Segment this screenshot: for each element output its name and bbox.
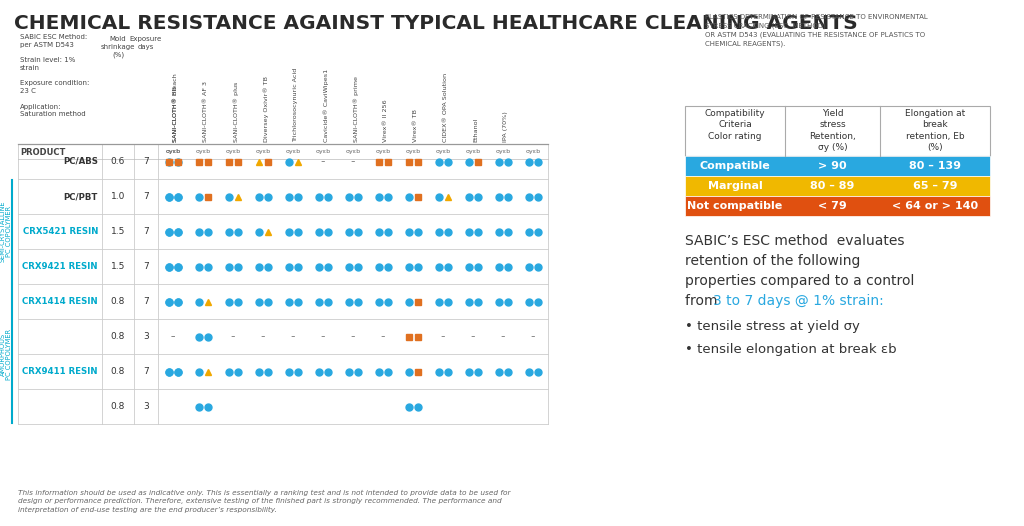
FancyBboxPatch shape [685, 106, 990, 156]
Text: CRX1414 RESIN: CRX1414 RESIN [23, 297, 98, 306]
Text: -: - [321, 330, 326, 343]
Text: σyεb: σyεb [286, 149, 301, 154]
Text: σyεb: σyεb [315, 149, 331, 154]
Text: 0.8: 0.8 [111, 402, 125, 411]
Text: CHEMICAL RESISTANCE AGAINST TYPICAL HEALTHCARE CLEANING AGENTS: CHEMICAL RESISTANCE AGAINST TYPICAL HEAL… [14, 14, 858, 33]
Text: PRODUCT: PRODUCT [20, 148, 66, 157]
Text: -: - [501, 330, 505, 343]
Text: SABIC’s ESC method  evaluates
retention of the following
properties compared to : SABIC’s ESC method evaluates retention o… [685, 234, 914, 308]
Text: 1.0: 1.0 [111, 192, 125, 201]
Text: σyεb: σyεb [525, 149, 541, 154]
Text: < 64 or > 140: < 64 or > 140 [892, 201, 978, 211]
Text: Yield
stress
Retention,
σy (%): Yield stress Retention, σy (%) [809, 109, 856, 153]
Text: σyεb: σyεb [376, 149, 390, 154]
Text: < 79: < 79 [818, 201, 847, 211]
Text: 80 – 89: 80 – 89 [810, 181, 855, 191]
Text: SANI-CLOTH® Bleach: SANI-CLOTH® Bleach [173, 73, 178, 142]
Text: 3: 3 [143, 402, 148, 411]
Text: Not compatible: Not compatible [687, 201, 782, 211]
Text: Cavicide® CaviWipes1: Cavicide® CaviWipes1 [323, 69, 329, 142]
Text: -: - [321, 155, 326, 168]
Text: -: - [381, 330, 385, 343]
Text: Mold
shrinkage
(%): Mold shrinkage (%) [100, 36, 135, 57]
Text: 7: 7 [143, 227, 148, 236]
Text: Compatibility
Criteria
Color rating: Compatibility Criteria Color rating [705, 109, 765, 141]
Text: 7: 7 [143, 367, 148, 376]
Text: 0.8: 0.8 [111, 367, 125, 376]
Text: Trichlorosocynuric Acid: Trichlorosocynuric Acid [293, 68, 298, 142]
FancyBboxPatch shape [685, 156, 990, 176]
Text: 3 to 7 days @ 1% strain:: 3 to 7 days @ 1% strain: [713, 294, 884, 308]
Text: σyεb: σyεb [345, 149, 360, 154]
Text: SABIC ESC Method:
per ASTM D543

Strain level: 1%
strain

Exposure condition:
23: SABIC ESC Method: per ASTM D543 Strain l… [20, 34, 89, 117]
Text: 7: 7 [143, 192, 148, 201]
Text: σyεb: σyεb [225, 149, 241, 154]
Text: σyεb: σyεb [166, 149, 180, 154]
Text: -: - [471, 330, 475, 343]
Text: 7: 7 [143, 157, 148, 166]
Text: σyεb: σyεb [166, 149, 180, 154]
Text: Marginal: Marginal [708, 181, 763, 191]
Text: 0.8: 0.8 [111, 297, 125, 306]
FancyBboxPatch shape [685, 176, 990, 196]
Text: σyεb: σyεb [435, 149, 451, 154]
Text: IPA (70%): IPA (70%) [503, 112, 508, 142]
Text: 0.8: 0.8 [111, 332, 125, 341]
Text: • tensile stress at yield σy
• tensile elongation at break εb: • tensile stress at yield σy • tensile e… [685, 320, 897, 357]
Text: σyεb: σyεb [196, 149, 211, 154]
Text: 80 – 139: 80 – 139 [909, 161, 961, 171]
Text: Virex® II 256: Virex® II 256 [383, 99, 388, 142]
Text: CRX9411 RESIN: CRX9411 RESIN [23, 367, 98, 376]
Text: PLASTICS DETERMINATION OF RESISTANCE TO ENVIRONMENTAL
STRESS CRACKING (ESC  METH: PLASTICS DETERMINATION OF RESISTANCE TO … [705, 14, 928, 47]
Text: SANI-CLOTH® prime: SANI-CLOTH® prime [353, 76, 358, 142]
Text: -: - [440, 330, 445, 343]
Text: CIDEX® OPA Solution: CIDEX® OPA Solution [443, 73, 449, 142]
Text: 7: 7 [143, 262, 148, 271]
Text: This information should be used as indicative only. This is essentially a rankin: This information should be used as indic… [18, 490, 511, 513]
Text: -: - [230, 330, 236, 343]
Text: Compatible: Compatible [699, 161, 770, 171]
Text: Diversey Oxivir® TB: Diversey Oxivir® TB [263, 76, 268, 142]
Text: 65 – 79: 65 – 79 [912, 181, 957, 191]
Text: σyεb: σyεb [466, 149, 480, 154]
Text: Exposure
days: Exposure days [130, 36, 162, 49]
Text: -: - [351, 330, 355, 343]
FancyBboxPatch shape [685, 196, 990, 216]
Text: SANI-CLOTH® HB: SANI-CLOTH® HB [173, 86, 178, 142]
Text: -: - [171, 330, 175, 343]
Text: 1.5: 1.5 [111, 227, 125, 236]
Text: σyεb: σyεb [255, 149, 270, 154]
Text: -: - [261, 330, 265, 343]
Text: CRX5421 RESIN: CRX5421 RESIN [23, 227, 98, 236]
Text: CRX9421 RESIN: CRX9421 RESIN [23, 262, 98, 271]
Text: Virex® TB: Virex® TB [413, 109, 418, 142]
Text: Ethanol: Ethanol [473, 117, 478, 142]
Text: 7: 7 [143, 297, 148, 306]
Text: 0.6: 0.6 [111, 157, 125, 166]
Text: -: - [291, 330, 295, 343]
Text: -: - [530, 330, 536, 343]
Text: 1.5: 1.5 [111, 262, 125, 271]
Text: SANI-CLOTH® plus: SANI-CLOTH® plus [233, 82, 239, 142]
Text: -: - [171, 330, 175, 343]
Text: AMORPHOUS
PC COPOLYMER: AMORPHOUS PC COPOLYMER [0, 328, 12, 380]
Text: SEMI-CRYSTALLINE
PC COPOLYMER: SEMI-CRYSTALLINE PC COPOLYMER [0, 201, 12, 262]
Text: -: - [351, 155, 355, 168]
Text: σyεb: σyεb [496, 149, 511, 154]
Text: PC/ABS: PC/ABS [63, 157, 98, 166]
Text: PC/PBT: PC/PBT [63, 192, 98, 201]
Text: > 90: > 90 [818, 161, 847, 171]
Text: 3: 3 [143, 332, 148, 341]
Text: SANI-CLOTH® AF 3: SANI-CLOTH® AF 3 [203, 81, 208, 142]
Text: σyεb: σyεb [406, 149, 421, 154]
Text: Elongation at
break
retention, Eb
(%): Elongation at break retention, Eb (%) [905, 109, 966, 153]
